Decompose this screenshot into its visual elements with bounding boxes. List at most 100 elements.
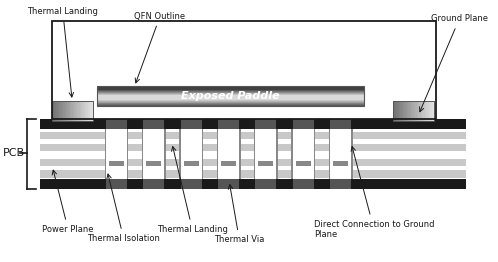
- Bar: [179, 119, 203, 189]
- Bar: [408, 101, 410, 121]
- Text: Power Plane: Power Plane: [42, 170, 94, 234]
- Bar: [254, 119, 278, 189]
- Bar: [293, 119, 314, 129]
- Bar: [71, 101, 73, 121]
- Bar: [97, 91, 364, 92]
- Bar: [52, 101, 54, 121]
- Bar: [97, 91, 364, 92]
- Bar: [412, 101, 414, 121]
- Bar: [81, 101, 83, 121]
- Bar: [397, 101, 399, 121]
- Bar: [432, 101, 433, 121]
- Bar: [97, 94, 364, 95]
- Bar: [97, 98, 364, 99]
- Bar: [255, 119, 276, 129]
- Bar: [77, 101, 79, 121]
- Bar: [179, 119, 203, 189]
- Bar: [400, 101, 402, 121]
- Bar: [414, 101, 416, 121]
- Bar: [67, 101, 69, 121]
- Bar: [97, 92, 364, 93]
- Bar: [97, 88, 364, 89]
- Bar: [146, 161, 161, 166]
- Bar: [40, 132, 466, 139]
- Bar: [429, 101, 431, 121]
- Bar: [221, 161, 236, 166]
- Text: Thermal Landing: Thermal Landing: [157, 146, 228, 234]
- Bar: [146, 161, 161, 166]
- Bar: [92, 101, 94, 121]
- Bar: [97, 90, 364, 91]
- Bar: [82, 101, 84, 121]
- Bar: [396, 101, 398, 121]
- Bar: [143, 129, 164, 179]
- Bar: [40, 144, 466, 151]
- Bar: [89, 101, 91, 121]
- Bar: [423, 101, 425, 121]
- Bar: [97, 101, 364, 102]
- Bar: [416, 101, 418, 121]
- Bar: [62, 101, 64, 121]
- Bar: [221, 161, 236, 166]
- Bar: [218, 179, 239, 189]
- Bar: [181, 129, 202, 179]
- Bar: [421, 101, 422, 121]
- Bar: [40, 119, 466, 189]
- Bar: [181, 129, 202, 179]
- Bar: [97, 96, 364, 97]
- Bar: [218, 119, 239, 129]
- Bar: [60, 101, 62, 121]
- Bar: [258, 161, 273, 166]
- Bar: [415, 101, 417, 121]
- Bar: [217, 119, 241, 189]
- Bar: [333, 161, 348, 166]
- Bar: [65, 101, 66, 121]
- Bar: [433, 101, 435, 121]
- Bar: [97, 95, 364, 96]
- Bar: [109, 161, 124, 166]
- Bar: [395, 101, 396, 121]
- Bar: [63, 101, 65, 121]
- Bar: [97, 90, 364, 91]
- Bar: [75, 101, 77, 121]
- Bar: [401, 101, 403, 121]
- Bar: [425, 101, 427, 121]
- Bar: [399, 101, 401, 121]
- Bar: [422, 101, 424, 121]
- Bar: [40, 159, 466, 166]
- Text: Thermal Isolation: Thermal Isolation: [87, 174, 160, 243]
- Bar: [427, 101, 429, 121]
- Bar: [55, 101, 57, 121]
- Bar: [430, 101, 432, 121]
- Text: Thermal Via: Thermal Via: [214, 185, 264, 244]
- Bar: [40, 159, 466, 166]
- Bar: [106, 129, 127, 179]
- Bar: [426, 101, 428, 121]
- Text: Direct Connection to Ground
Plane: Direct Connection to Ground Plane: [314, 146, 434, 239]
- Bar: [333, 161, 348, 166]
- Bar: [411, 101, 413, 121]
- Bar: [69, 101, 71, 121]
- Bar: [40, 179, 466, 189]
- Bar: [97, 102, 364, 103]
- Bar: [143, 119, 164, 129]
- Bar: [406, 101, 407, 121]
- Bar: [52, 21, 436, 119]
- Bar: [40, 144, 466, 151]
- Bar: [97, 103, 364, 104]
- Bar: [74, 101, 76, 121]
- Bar: [97, 102, 364, 103]
- Bar: [97, 86, 364, 87]
- Bar: [255, 129, 276, 179]
- Bar: [181, 119, 202, 129]
- Text: Exposed Paddle: Exposed Paddle: [181, 91, 280, 101]
- Bar: [109, 161, 124, 166]
- Bar: [97, 93, 364, 94]
- Bar: [293, 129, 314, 179]
- Bar: [329, 119, 353, 189]
- Bar: [70, 101, 72, 121]
- Bar: [184, 161, 199, 166]
- Bar: [56, 101, 58, 121]
- Bar: [40, 170, 466, 178]
- Bar: [58, 101, 60, 121]
